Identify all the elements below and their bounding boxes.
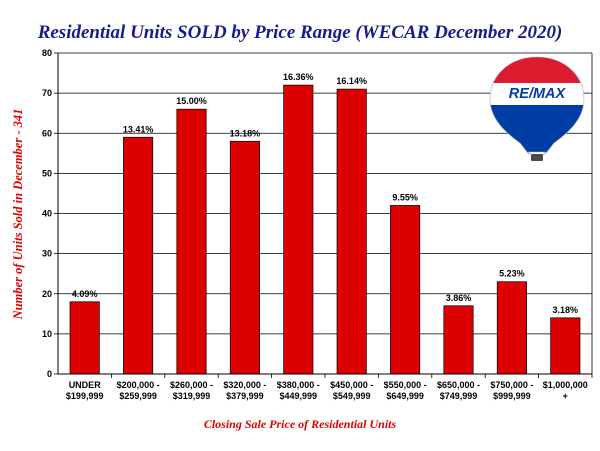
balloon-basket xyxy=(531,154,543,161)
x-tick-label: $379,999 xyxy=(226,391,264,401)
bar xyxy=(336,88,367,375)
balloon-outline xyxy=(489,56,585,153)
bar xyxy=(229,140,260,375)
data-labels: 4.09% 13.41% 15.00% 13.18% 16.36% 16.14% 9.55%… xyxy=(72,72,578,315)
x-tick-label: $549,999 xyxy=(333,391,371,401)
y-axis-title: Number of Units Sold in December - 341 xyxy=(11,109,25,321)
x-tick-label: UNDER xyxy=(69,380,102,390)
x-tick-label: $649,999 xyxy=(386,391,424,401)
bar xyxy=(443,305,474,375)
data-label: 4.09% xyxy=(72,289,98,299)
bar xyxy=(390,205,421,375)
balloon-rope-right xyxy=(541,151,548,156)
x-tick-label: $259,999 xyxy=(119,391,157,401)
data-label: 15.00% xyxy=(176,96,207,106)
balloon-white-band xyxy=(490,83,584,105)
data-label: 16.36% xyxy=(283,72,314,82)
y-tick-label: 10 xyxy=(42,329,52,339)
remax-wordmark: RE/MAX xyxy=(509,86,567,102)
y-tick-label: 20 xyxy=(42,289,52,299)
bar xyxy=(283,84,314,375)
data-label: 5.23% xyxy=(499,269,525,279)
x-tick-label: $550,000 - xyxy=(384,380,427,390)
bar xyxy=(176,108,207,375)
x-tick-label: $449,999 xyxy=(280,391,318,401)
x-tick-label: + xyxy=(563,391,568,401)
bar xyxy=(496,281,527,375)
bar xyxy=(550,317,581,375)
data-label: 3.18% xyxy=(553,305,579,315)
y-tick-label: 30 xyxy=(42,249,52,259)
y-tick-labels: 0 10 20 30 40 50 60 70 80 xyxy=(42,48,52,379)
balloon-rope-left xyxy=(526,151,533,156)
data-label: 3.86% xyxy=(446,293,472,303)
x-tick-label: $320,000 - xyxy=(223,380,266,390)
y-tick-label: 0 xyxy=(47,369,52,379)
x-tick-label: $200,000 - xyxy=(117,380,160,390)
bar xyxy=(69,301,100,375)
bar xyxy=(123,136,154,375)
data-label: 16.14% xyxy=(336,76,367,86)
y-tick-label: 70 xyxy=(42,88,52,98)
x-tick-label: $1,000,000 xyxy=(543,380,588,390)
x-tick-label: $650,000 - xyxy=(437,380,480,390)
remax-balloon-logo: RE/MAX xyxy=(489,56,585,161)
x-tick-labels: UNDER$199,999 $200,000 -$259,999 $260,000 … xyxy=(66,380,588,401)
x-tick-label: $260,000 - xyxy=(170,380,213,390)
chart-title: Residential Units SOLD by Price Range (W… xyxy=(37,22,563,43)
data-label: 13.18% xyxy=(230,128,261,138)
x-tick-label: $319,999 xyxy=(173,391,211,401)
x-axis-title: Closing Sale Price of Residential Units xyxy=(204,417,397,431)
y-tick-label: 80 xyxy=(42,48,52,58)
x-tick-label: $750,000 - xyxy=(490,380,533,390)
x-tick-label: $999,999 xyxy=(493,391,531,401)
data-label: 9.55% xyxy=(392,192,418,202)
x-tick-label: $450,000 - xyxy=(330,380,373,390)
axes xyxy=(57,53,593,378)
x-tick-label: $199,999 xyxy=(66,391,104,401)
y-tick-label: 50 xyxy=(42,168,52,178)
bars xyxy=(69,84,581,375)
x-tick-label: $749,999 xyxy=(440,391,478,401)
data-label: 13.41% xyxy=(123,124,154,134)
y-tick-label: 60 xyxy=(42,128,52,138)
x-tick-label: $380,000 - xyxy=(277,380,320,390)
y-tick-label: 40 xyxy=(42,209,52,219)
